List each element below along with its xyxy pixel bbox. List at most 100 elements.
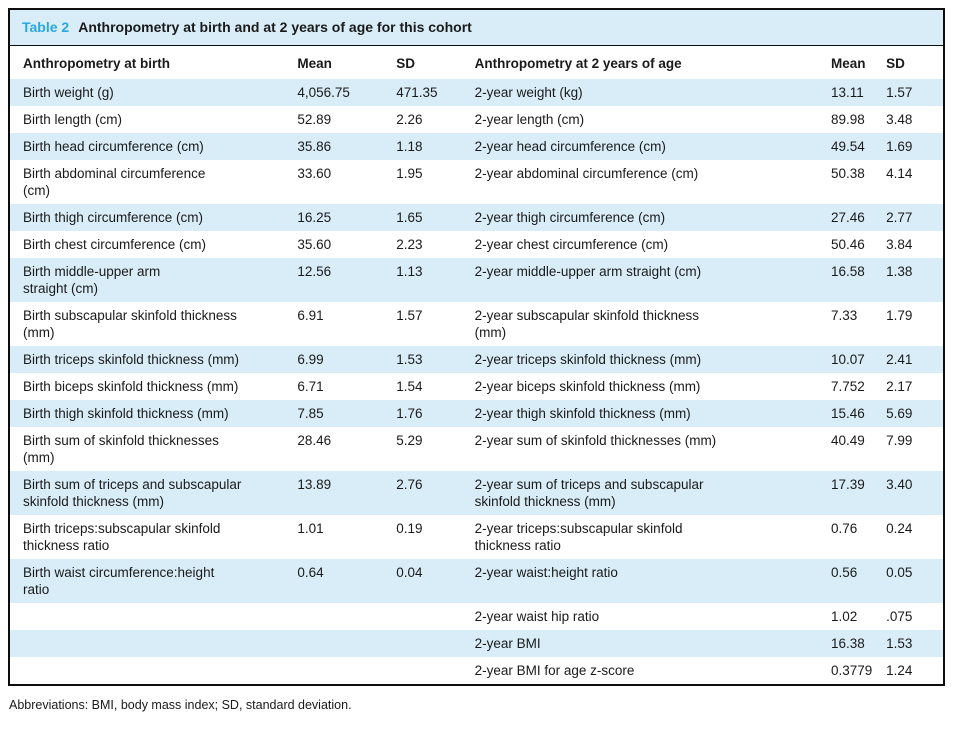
column-header-year2-mean: Mean	[831, 45, 887, 79]
cell-birth-label: Birth waist circumference:height ratio	[23, 564, 215, 597]
cell-birth-label: Birth biceps skinfold thickness (mm)	[23, 378, 239, 394]
table-row: Birth waist circumference:height ratio 0…	[10, 558, 943, 603]
cell-year2-sd: 1.57	[886, 84, 913, 100]
cell-birth-sd: 0.04	[396, 564, 423, 580]
cell-birth-mean: 6.71	[297, 378, 324, 394]
cell-birth-sd: 1.65	[396, 209, 423, 225]
cell-year2-mean: 1.02	[831, 608, 858, 624]
cell-year2-sd: 0.24	[886, 520, 913, 536]
cell-birth-mean: 12.56	[297, 263, 332, 279]
cell-birth-sd: 5.29	[396, 432, 423, 448]
cell-year2-sd: 1.24	[886, 662, 913, 678]
cell-birth-mean: 6.99	[297, 351, 324, 367]
cell-birth-mean: 6.91	[297, 307, 324, 323]
cell-year2-mean: 89.98	[831, 111, 865, 127]
cell-year2-mean: 0.76	[831, 520, 858, 536]
table-row: 2-year BMI 16.38 1.53	[10, 629, 943, 657]
cell-birth-mean: 0.64	[297, 564, 324, 580]
cell-year2-mean: 0.3779	[831, 662, 873, 678]
cell-year2-label: 2-year sum of triceps and subscapular sk…	[474, 476, 704, 509]
cell-year2-label: 2-year waist:height ratio	[474, 564, 618, 580]
cell-birth-mean: 1.01	[297, 520, 324, 536]
cell-year2-label: 2-year abdominal circumference (cm)	[474, 165, 699, 181]
cell-birth-mean: 13.89	[297, 476, 332, 492]
cell-birth-mean: 33.60	[297, 165, 332, 181]
cell-year2-mean: 7.752	[831, 378, 865, 394]
cell-birth-label: Birth abdominal circumference (cm)	[23, 165, 206, 198]
cell-year2-label: 2-year triceps:subscapular skinfold thic…	[474, 520, 683, 553]
cell-year2-sd: .075	[886, 608, 913, 624]
table-row: Birth abdominal circumference (cm) 33.60…	[10, 160, 943, 204]
cell-year2-label: 2-year thigh skinfold thickness (mm)	[474, 405, 691, 421]
cell-year2-sd: 0.05	[886, 564, 913, 580]
cell-birth-sd: 1.95	[396, 165, 423, 181]
anthropometry-table: Anthropometry at birth Mean SD Anthropom…	[10, 45, 943, 684]
cell-year2-sd: 3.48	[886, 111, 913, 127]
cell-year2-label: 2-year weight (kg)	[474, 84, 583, 100]
table-row: Birth thigh circumference (cm) 16.25 1.6…	[10, 203, 943, 231]
cell-birth-mean: 16.25	[297, 209, 332, 225]
cell-birth-sd: 1.54	[396, 378, 423, 394]
cell-birth-label: Birth sum of triceps and subscapular ski…	[23, 476, 242, 509]
cell-year2-sd: 2.77	[886, 209, 913, 225]
cell-year2-mean: 40.49	[831, 432, 865, 448]
cell-birth-mean	[297, 657, 396, 684]
column-header-year2-label: Anthropometry at 2 years of age	[474, 45, 832, 79]
cell-birth-mean: 35.86	[297, 138, 332, 154]
cell-year2-label: 2-year triceps skinfold thickness (mm)	[474, 351, 702, 367]
cell-birth-mean	[297, 603, 396, 630]
table-row: Birth sum of skinfold thicknesses (mm) 2…	[10, 427, 943, 471]
cell-year2-label: 2-year subscapular skinfold thickness (m…	[474, 307, 699, 340]
cell-year2-mean: 17.39	[831, 476, 865, 492]
table-row: Birth thigh skinfold thickness (mm) 7.85…	[10, 399, 943, 427]
cell-birth-label: Birth thigh circumference (cm)	[23, 209, 204, 225]
cell-birth-mean: 4,056.75	[297, 84, 350, 100]
table-number: Table 2	[22, 19, 70, 35]
table-panel: Table 2 Anthropometry at birth and at 2 y…	[8, 8, 945, 686]
column-header-birth-sd: SD	[396, 45, 475, 79]
cell-year2-sd: 3.40	[886, 476, 913, 492]
cell-year2-sd: 3.84	[886, 236, 913, 252]
cell-birth-sd: 1.53	[396, 351, 423, 367]
cell-year2-sd: 1.38	[886, 263, 913, 279]
cell-year2-mean: 13.11	[831, 84, 864, 100]
table-row: Birth weight (g) 4,056.75 471.35 2-year …	[10, 78, 943, 106]
cell-birth-label: Birth head circumference (cm)	[23, 138, 204, 154]
cell-birth-sd: 471.35	[396, 84, 438, 100]
cell-birth-label: Birth length (cm)	[23, 111, 123, 127]
cell-birth-sd: 0.19	[396, 520, 423, 536]
cell-birth-sd	[396, 657, 474, 684]
table-title: Anthropometry at birth and at 2 years of…	[78, 19, 472, 35]
table-row: 2-year BMI for age z-score 0.3779 1.24	[10, 657, 943, 684]
table-row: Birth triceps skinfold thickness (mm) 6.…	[10, 345, 943, 373]
cell-year2-mean: 0.56	[831, 564, 858, 580]
cell-year2-sd: 7.99	[886, 432, 913, 448]
cell-birth-label: Birth chest circumference (cm)	[23, 236, 207, 252]
cell-birth-label: Birth middle-upper arm straight (cm)	[23, 263, 161, 296]
table-row: Birth middle-upper arm straight (cm) 12.…	[10, 257, 943, 302]
cell-year2-mean: 10.07	[831, 351, 865, 367]
cell-year2-label: 2-year head circumference (cm)	[474, 138, 666, 154]
cell-birth-sd: 1.76	[396, 405, 423, 421]
cell-birth-label: Birth triceps skinfold thickness (mm)	[23, 351, 240, 367]
cell-year2-label: 2-year waist hip ratio	[474, 608, 600, 624]
cell-birth-sd: 2.26	[396, 111, 423, 127]
table-row: Birth head circumference (cm) 35.86 1.18…	[10, 132, 943, 160]
cell-year2-sd: 1.53	[886, 635, 913, 651]
cell-year2-sd: 2.17	[886, 378, 913, 394]
cell-birth-mean: 7.85	[297, 405, 324, 421]
column-header-birth-label: Anthropometry at birth	[10, 45, 298, 79]
cell-birth-sd	[396, 630, 474, 657]
table-row: Birth triceps:subscapular skinfold thick…	[10, 515, 943, 559]
cell-year2-sd: 1.79	[886, 307, 913, 323]
cell-year2-label: 2-year BMI	[474, 635, 541, 651]
column-header-year2-sd: SD	[886, 45, 943, 79]
table-row: Birth length (cm) 52.89 2.26 2-year leng…	[10, 106, 943, 133]
cell-birth-label: Birth triceps:subscapular skinfold thick…	[23, 520, 221, 553]
cell-year2-mean: 16.58	[831, 263, 865, 279]
cell-year2-label: 2-year sum of skinfold thicknesses (mm)	[474, 432, 717, 448]
cell-birth-sd: 1.57	[396, 307, 423, 323]
cell-year2-label: 2-year length (cm)	[474, 111, 585, 127]
cell-birth-mean: 35.60	[297, 236, 332, 252]
cell-year2-label: 2-year thigh circumference (cm)	[474, 209, 666, 225]
